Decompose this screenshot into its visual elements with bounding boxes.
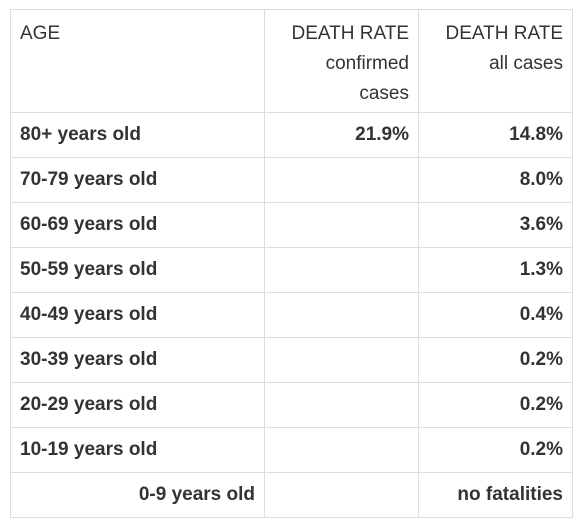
header-confirmed-line-2: confirmed — [325, 53, 409, 74]
age-cell: 0-9 years old — [10, 472, 265, 518]
table-row: 0-9 years old no fatalities — [10, 472, 573, 518]
confirmed-rate-cell — [264, 247, 419, 293]
table-row: 30-39 years old 0.2% — [10, 337, 573, 383]
confirmed-rate-cell — [264, 472, 419, 518]
all-cases-rate-cell: 1.3% — [418, 247, 573, 293]
table-header: AGE DEATH RATE confirmed cases DEATH RAT… — [10, 9, 573, 113]
all-cases-rate-cell: 0.2% — [418, 382, 573, 428]
all-cases-rate-cell: no fatalities — [418, 472, 573, 518]
header-all-line-1: DEATH RATE — [445, 23, 563, 44]
all-cases-rate-cell: 3.6% — [418, 202, 573, 248]
header-confirmed-line-3: cases — [359, 83, 409, 104]
table-row: 20-29 years old 0.2% — [10, 382, 573, 428]
confirmed-rate-cell — [264, 382, 419, 428]
all-cases-rate-cell: 8.0% — [418, 157, 573, 203]
header-all-line-2: all cases — [489, 53, 563, 74]
header-row: AGE DEATH RATE confirmed cases DEATH RAT… — [10, 9, 573, 113]
age-cell: 30-39 years old — [10, 337, 265, 383]
age-cell: 70-79 years old — [10, 157, 265, 203]
all-cases-rate-cell: 0.4% — [418, 292, 573, 338]
age-cell: 40-49 years old — [10, 292, 265, 338]
age-cell: 20-29 years old — [10, 382, 265, 428]
header-age: AGE — [10, 9, 265, 113]
header-death-rate-confirmed: DEATH RATE confirmed cases — [264, 9, 419, 113]
all-cases-rate-cell: 0.2% — [418, 337, 573, 383]
header-death-rate-all: DEATH RATE all cases — [418, 9, 573, 113]
header-confirmed-line-1: DEATH RATE — [291, 23, 409, 44]
all-cases-rate-cell: 0.2% — [418, 427, 573, 473]
confirmed-rate-cell — [264, 292, 419, 338]
all-cases-rate-cell: 14.8% — [418, 112, 573, 158]
table-row: 10-19 years old 0.2% — [10, 427, 573, 473]
confirmed-rate-cell: 21.9% — [264, 112, 419, 158]
death-rate-table: AGE DEATH RATE confirmed cases DEATH RAT… — [10, 9, 573, 518]
confirmed-rate-cell — [264, 337, 419, 383]
table-row: 70-79 years old 8.0% — [10, 157, 573, 203]
table-row: 40-49 years old 0.4% — [10, 292, 573, 338]
confirmed-rate-cell — [264, 202, 419, 248]
table-row: 50-59 years old 1.3% — [10, 247, 573, 293]
age-cell: 60-69 years old — [10, 202, 265, 248]
table-body: 80+ years old 21.9% 14.8% 70-79 years old 8.… — [10, 112, 573, 518]
table-row: 80+ years old 21.9% 14.8% — [10, 112, 573, 158]
confirmed-rate-cell — [264, 427, 419, 473]
table-row: 60-69 years old 3.6% — [10, 202, 573, 248]
age-cell: 10-19 years old — [10, 427, 265, 473]
age-cell: 50-59 years old — [10, 247, 265, 293]
age-cell: 80+ years old — [10, 112, 265, 158]
header-age-label: AGE — [20, 23, 61, 44]
confirmed-rate-cell — [264, 157, 419, 203]
